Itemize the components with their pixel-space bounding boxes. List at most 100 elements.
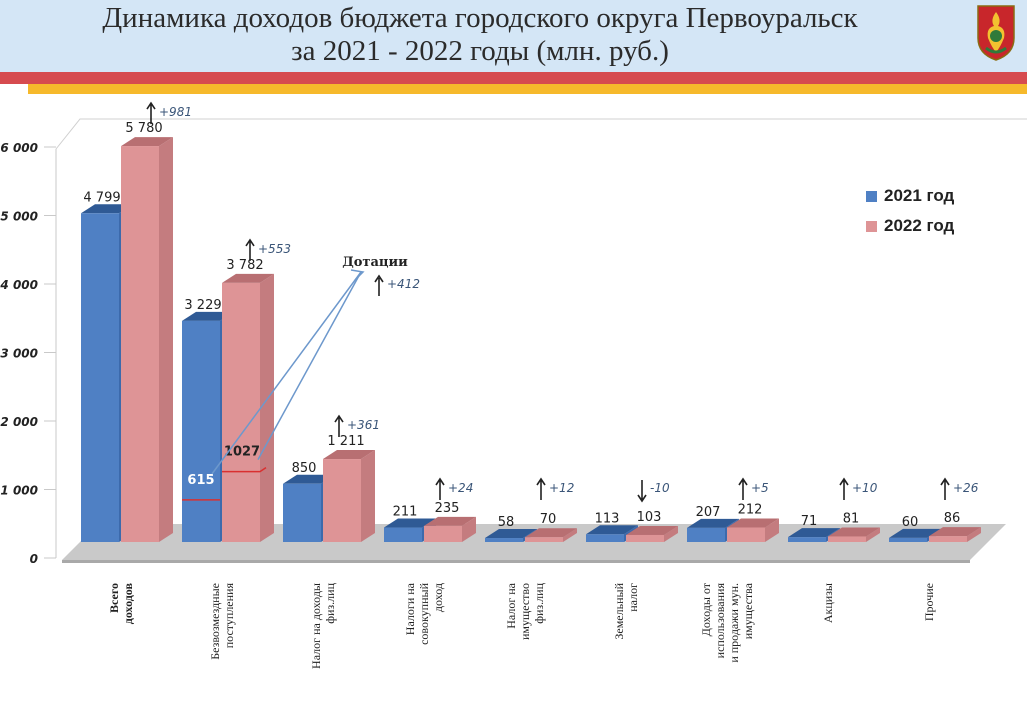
- bar-2022: [323, 459, 361, 542]
- category-label-line: совокупный: [417, 582, 431, 644]
- category-label: Налог на имущество физ.лиц: [504, 582, 546, 640]
- category-label: Налог на доходы физ.лиц: [309, 582, 337, 669]
- y-tick-label: 1 000: [0, 484, 38, 498]
- change-arrow-up-icon: [738, 477, 748, 500]
- category-label-line: Земельный: [612, 582, 626, 639]
- bar-label-2022: 212: [738, 502, 763, 517]
- category-label-line: налог: [626, 583, 640, 612]
- bar-label-2021: 4 799: [83, 190, 120, 205]
- bar-label-2022: 81: [843, 511, 860, 526]
- bar-2022: [424, 525, 462, 542]
- bar-2021: [384, 527, 422, 542]
- y-tick-label: 0: [30, 552, 38, 566]
- bar-2022-top: [828, 527, 880, 537]
- dotacii-label: Дотации: [342, 255, 408, 270]
- bar-2021: [687, 527, 725, 542]
- bar-2022: [626, 534, 664, 542]
- chart-floor-edge: [62, 560, 970, 563]
- y-tick-label: 3 000: [0, 347, 38, 361]
- change-label: +553: [258, 242, 291, 256]
- bar-label-2022: 235: [435, 501, 460, 516]
- bar-2021: [485, 538, 523, 542]
- bar-2022-top: [222, 273, 274, 283]
- category-label: Акцизы: [821, 583, 835, 623]
- dotacii-arrow-1: [211, 271, 362, 475]
- bar-2021-top: [384, 518, 436, 528]
- bar-2022-side: [664, 525, 678, 542]
- bar-label-2021: 3 229: [184, 298, 221, 313]
- bar-2022-top: [626, 525, 678, 535]
- category-label-line: Безвозмездные: [208, 583, 222, 660]
- dotacii-arrowhead-icon: [350, 269, 365, 281]
- bar-2022: [525, 537, 563, 542]
- bar-2022-side: [563, 528, 577, 542]
- bar-label-2021: 58: [498, 515, 515, 530]
- category-label: Доходы от использования и продажи мун. имущ…: [699, 582, 755, 662]
- y-tick-label: 2 000: [0, 415, 38, 429]
- dotacii-value-2022: 1027: [224, 445, 260, 460]
- bar-label-2021: 207: [696, 505, 721, 520]
- header-band: [0, 0, 1027, 72]
- change-arrow-down-icon: [637, 480, 647, 503]
- y-tick-label: 6 000: [0, 141, 38, 155]
- bar-label-2021: 850: [292, 461, 317, 476]
- change-arrow-up-icon: [146, 101, 156, 125]
- chart-title-line1: Динамика доходов бюджета городского окру…: [102, 2, 858, 34]
- y-tick-label: 4 000: [0, 278, 38, 292]
- dotacii-arrow-2: [257, 271, 362, 461]
- category-label-line: использования: [713, 583, 727, 659]
- change-arrow-up-icon: [940, 477, 950, 500]
- bar-2021-top: [788, 528, 840, 538]
- category-label-line: Прочие: [922, 583, 936, 621]
- bar-label-2022: 70: [540, 512, 557, 527]
- bar-2022: [929, 536, 967, 542]
- bar-2021-top: [182, 311, 234, 321]
- back-wall-line: [55, 118, 1027, 150]
- bar-2022-top: [323, 450, 375, 460]
- change-label: +5: [751, 481, 769, 495]
- category-label-line: Налоги на: [403, 582, 417, 635]
- category-label: Налоги на совокупный доход: [403, 582, 445, 645]
- legend-swatch-2022: [866, 221, 877, 232]
- bar-2022-side: [866, 527, 880, 542]
- change-label: +26: [953, 481, 979, 495]
- bar-2022: [727, 527, 765, 542]
- bar-label-2022: 5 780: [125, 121, 162, 136]
- bar-2021: [889, 537, 927, 542]
- bar-2021-top: [586, 525, 638, 535]
- change-arrow-up-icon: [839, 477, 849, 500]
- category-label-line: доходов: [121, 582, 135, 624]
- bar-label-2021: 60: [902, 515, 919, 530]
- bar-label-2022: 1 211: [327, 434, 364, 449]
- bar-2022-top: [727, 518, 779, 528]
- bar-label-2022: 103: [637, 510, 662, 525]
- bar-2022-side: [159, 137, 173, 542]
- change-label: +10: [852, 481, 878, 495]
- change-label: +361: [347, 418, 380, 432]
- change-label: +24: [448, 481, 473, 495]
- category-label: Безвозмездные поступления: [208, 583, 236, 660]
- header-stripe-yellow: [28, 84, 1027, 94]
- bar-2022-side: [967, 527, 981, 542]
- bar-2021: [586, 534, 624, 542]
- bar-2022: [222, 282, 260, 542]
- dotacii-change-arrow-up-icon: [374, 274, 384, 296]
- bar-2022-top: [525, 528, 577, 538]
- bar-label-2021: 113: [595, 511, 620, 526]
- bar-2022-side: [260, 273, 274, 542]
- bar-label-2021: 71: [801, 514, 818, 529]
- category-label-line: Доходы от: [699, 582, 713, 636]
- category-label-line: имущество: [518, 583, 532, 640]
- category-label-line: физ.лиц: [323, 582, 337, 623]
- bar-2021-top: [687, 518, 739, 528]
- bar-2022: [121, 146, 159, 542]
- category-label-line: и продажи мун.: [727, 583, 741, 663]
- bar-2021: [182, 320, 220, 542]
- change-arrow-up-icon: [334, 414, 344, 438]
- change-label: +981: [159, 105, 192, 119]
- bar-2022-side: [462, 516, 476, 542]
- category-label-line: физ.лиц: [532, 582, 546, 623]
- category-label-line: Акцизы: [821, 583, 835, 623]
- change-arrow-up-icon: [435, 477, 445, 500]
- category-label: Земельный налог: [612, 582, 640, 639]
